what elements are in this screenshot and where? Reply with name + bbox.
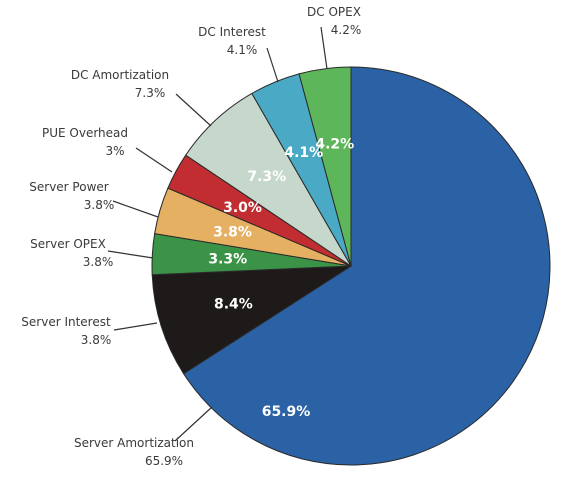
leader-line [112, 200, 159, 218]
slice-outside-name: Server Power [29, 180, 109, 194]
slice-outside-value: 3.8% [81, 333, 112, 347]
pie-slices [151, 66, 551, 466]
slice-outside-value: 65.9% [145, 454, 183, 468]
leader-line [107, 250, 154, 259]
leader-line [135, 147, 173, 173]
slice-inside-label: 65.9% [262, 404, 311, 420]
leader-line [320, 26, 328, 70]
pie-slice-server-amortization [182, 66, 551, 466]
slice-outside-name: DC OPEX [307, 5, 361, 19]
slice-outside-value: 7.3% [135, 86, 166, 100]
slice-outside-value: 3% [105, 144, 124, 158]
slice-outside-value: 3.8% [84, 198, 115, 212]
slice-outside-name: PUE Overhead [42, 126, 128, 140]
slice-inside-labels: 65.9% 8.4% 3.3% 3.8% 3.0% 7.3% 4.1%4.2% [208, 137, 354, 420]
slice-inside-label: 3.0% [223, 200, 262, 216]
slice-outside-name: Server OPEX [30, 237, 106, 251]
slice-outside-value: 4.2% [331, 23, 362, 37]
slice-outside-value: 3.8% [83, 255, 114, 269]
slice-outside-value: 4.1% [227, 43, 258, 57]
slice-inside-label: 3.3% [208, 252, 247, 268]
leader-lines [107, 26, 328, 442]
slice-outside-name: Server Amortization [74, 436, 194, 450]
leader-line [175, 93, 212, 127]
slice-outside-name: Server Interest [21, 315, 111, 329]
leader-line [113, 322, 158, 331]
slice-inside-label: 8.4% [214, 296, 253, 312]
slice-outside-labels: Server Amortization 65.9% Server Interest 3… [21, 5, 361, 468]
slice-inside-label: 4.1% [284, 145, 323, 161]
pie-slice-dc-opex [298, 66, 352, 267]
leader-line [266, 47, 279, 83]
slice-outside-name: DC Amortization [71, 68, 169, 82]
slice-inside-label: 4.2% [315, 137, 354, 153]
slice-outside-name: DC Interest [198, 25, 266, 39]
slice-inside-label: 7.3% [247, 169, 286, 185]
slice-inside-label: 3.8% [213, 225, 252, 241]
leader-line [174, 406, 213, 442]
pie-slice-server-interest [151, 265, 353, 375]
